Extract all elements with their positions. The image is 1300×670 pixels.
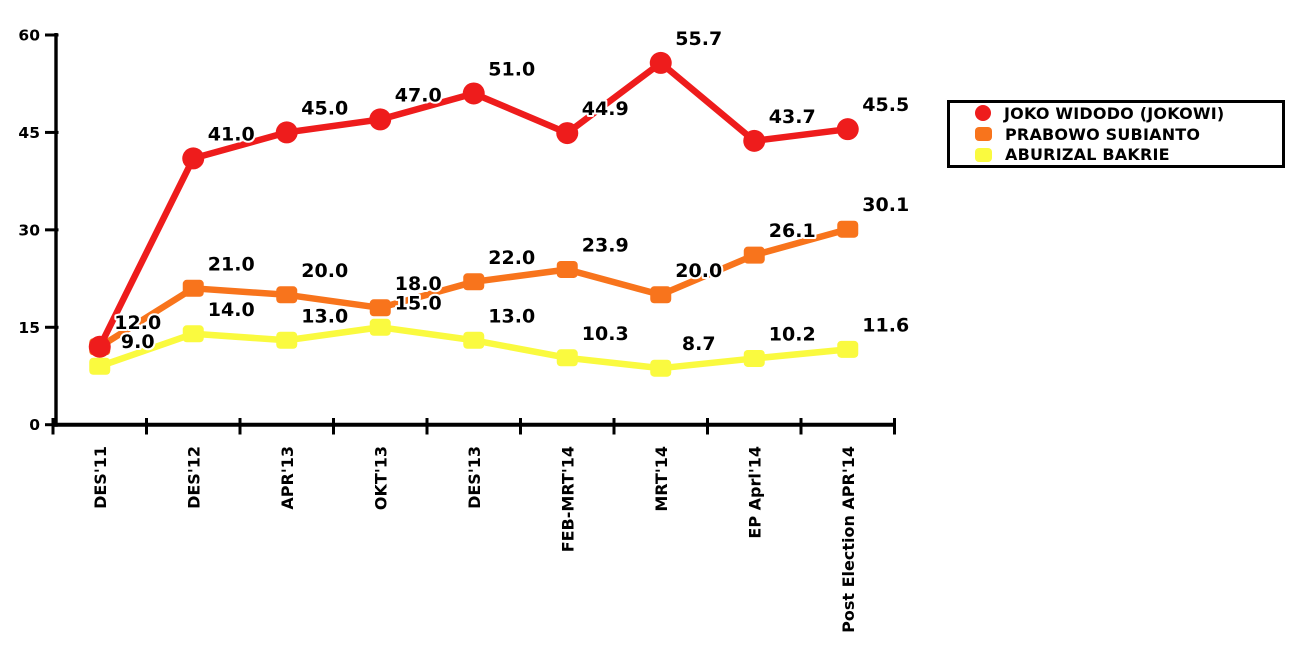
x-category-label: Post Election APR'14 [839, 446, 858, 633]
x-category-label: DES'11 [91, 446, 110, 509]
value-label: 43.7 [769, 106, 816, 128]
y-tick-label: 45 [18, 124, 40, 142]
series-lines [88, 51, 859, 377]
legend: JOKO WIDODO (JOKOWI) PRABOWO SUBIANTO ABUR… [947, 100, 1285, 168]
value-label: 45.0 [301, 97, 348, 119]
x-category-label: EP Aprl'14 [745, 446, 764, 539]
data-point-marker [743, 129, 766, 152]
value-label: 21.0 [208, 253, 255, 275]
data-point-marker [743, 349, 765, 367]
value-label: 44.9 [582, 98, 629, 120]
value-label: 18.0 [395, 273, 442, 295]
legend-circle-marker-icon [975, 105, 991, 122]
legend-label: PRABOWO SUBIANTO [1005, 124, 1201, 144]
value-label: 14.0 [208, 299, 255, 321]
value-label: 13.0 [301, 305, 348, 327]
data-point-marker [463, 273, 485, 291]
legend-square-marker-icon [975, 147, 992, 162]
value-label: 23.9 [582, 234, 629, 256]
y-tick-label: 15 [18, 319, 40, 337]
x-category-label: DES'12 [184, 446, 203, 509]
data-point-marker [462, 82, 485, 105]
value-label: 51.0 [488, 58, 535, 80]
y-tick-label: 60 [18, 27, 40, 45]
data-point-marker [275, 121, 298, 144]
value-label: 47.0 [395, 84, 442, 106]
value-label: 10.3 [582, 323, 629, 345]
legend-square-marker-icon [975, 127, 992, 141]
data-point-marker [463, 331, 485, 349]
data-point-marker [556, 349, 578, 367]
data-point-marker [276, 331, 298, 349]
value-label: 13.0 [488, 305, 535, 327]
x-category-label: MRT'14 [652, 446, 671, 512]
value-label: 8.7 [682, 333, 716, 355]
value-label: 45.5 [862, 94, 909, 116]
value-label: 11.6 [862, 314, 909, 336]
value-label: 9.0 [121, 331, 155, 353]
value-label: 30.1 [862, 194, 909, 216]
value-label: 20.0 [675, 260, 722, 282]
data-point-marker [837, 340, 859, 358]
x-category-label: OKT'13 [371, 446, 390, 510]
data-point-marker [837, 220, 859, 238]
x-category-label: APR'13 [278, 446, 297, 510]
legend-item: JOKO WIDODO (JOKOWI) [975, 103, 1282, 124]
data-point-marker [836, 118, 859, 141]
data-point-marker [369, 318, 391, 336]
legend-label: ABURIZAL BAKRIE [1005, 145, 1170, 165]
data-point-marker [556, 260, 578, 278]
value-label: 22.0 [488, 247, 535, 269]
legend-item: ABURIZAL BAKRIE [975, 144, 1282, 165]
data-point-marker [88, 335, 111, 358]
data-point-marker [743, 246, 765, 264]
x-category-label: DES'13 [465, 446, 484, 509]
legend-item: PRABOWO SUBIANTO [975, 124, 1282, 145]
data-point-marker [556, 122, 579, 145]
data-point-marker [369, 299, 391, 317]
legend-label: JOKO WIDODO (JOKOWI) [1004, 103, 1225, 123]
data-point-marker [649, 51, 672, 74]
value-label: 20.0 [301, 260, 348, 282]
value-label: 55.7 [675, 28, 722, 50]
data-point-marker [182, 279, 204, 297]
value-label: 15.0 [395, 292, 442, 314]
data-point-marker [276, 286, 298, 304]
y-tick-label: 30 [18, 221, 40, 239]
data-point-marker [650, 359, 672, 377]
value-label: 12.0 [114, 312, 161, 334]
value-label: 41.0 [208, 123, 255, 145]
value-label: 26.1 [769, 220, 816, 242]
data-point-marker [89, 357, 111, 375]
axes: 0 15 30 45 60 DES'11 DES'12 APR'13 OKT'13 DES'13 F… [18, 27, 896, 633]
data-point-marker [650, 286, 672, 304]
data-point-marker [182, 325, 204, 343]
x-category-label: FEB-MRT'14 [558, 446, 577, 552]
y-tick-label: 0 [29, 416, 40, 434]
data-point-marker [369, 108, 392, 131]
data-labels: 12.0 41.0 45.0 47.0 51.0 44.9 55.7 43.7 45.5 21.0… [112, 26, 911, 357]
value-label: 10.2 [769, 323, 816, 345]
data-point-marker [182, 147, 205, 170]
